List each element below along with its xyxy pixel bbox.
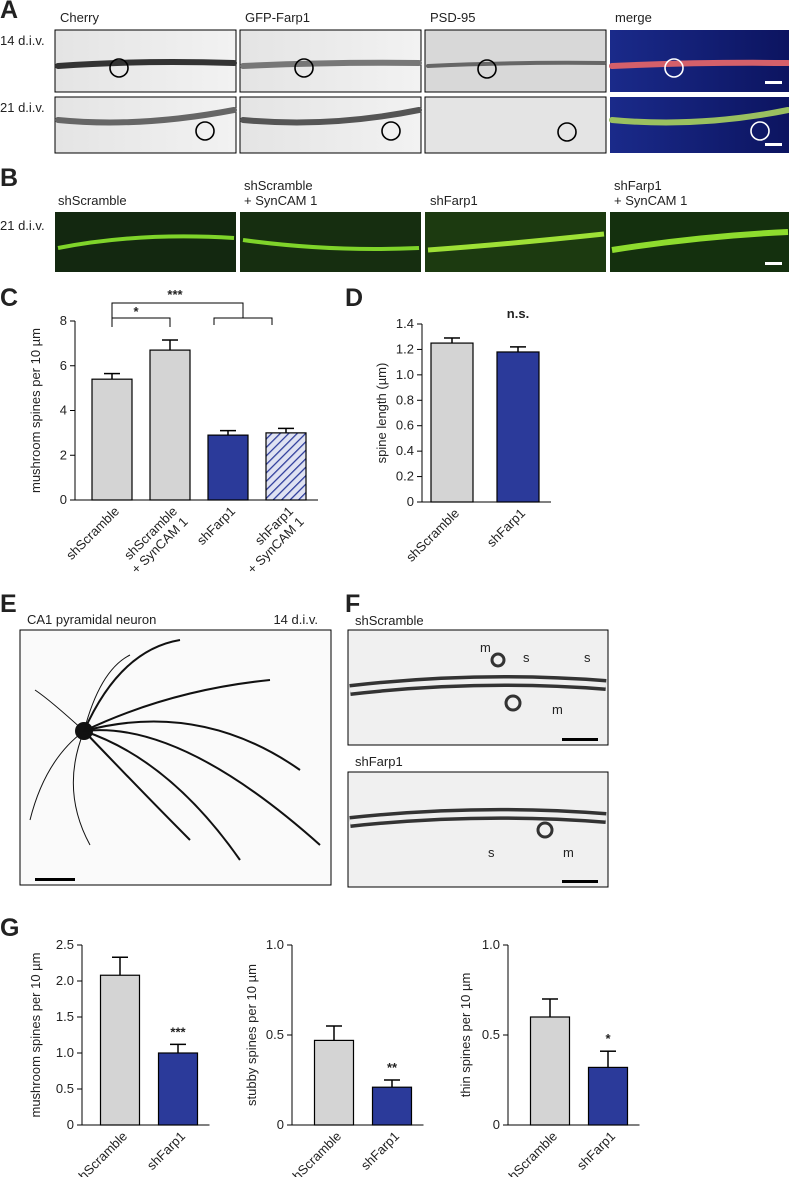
bar [313, 1039, 355, 1126]
roi-circles [109, 58, 770, 142]
image-age: 14 d.i.v. [273, 612, 318, 627]
spine-type: s [523, 650, 530, 665]
x-tick-label: shScramble [63, 504, 122, 563]
bar [587, 1066, 629, 1126]
y-tick-label: 0 [277, 1117, 284, 1132]
annotation: *** [170, 1024, 186, 1039]
neuron [29, 639, 321, 861]
y-tick-label: 0 [67, 1117, 74, 1132]
column-label: GFP-Farp1 [245, 10, 310, 25]
y-tick-label: 0.5 [56, 1081, 74, 1096]
panel-label: E [0, 590, 17, 618]
x-tick-label: shFarp1 [194, 504, 238, 548]
bar [371, 1086, 413, 1126]
x-tick-label: shFarp1 [144, 1129, 188, 1173]
y-tick-label: 1.0 [396, 367, 414, 382]
annotation: * [605, 1031, 611, 1046]
y-tick-label: 2.0 [56, 973, 74, 988]
y-tick-label: 4 [60, 403, 67, 418]
spine-type: s [584, 650, 591, 665]
panel-label: C [0, 284, 18, 312]
column-label: shFarp1 + SynCAM 1 [614, 178, 687, 208]
y-tick-label: 0.5 [266, 1027, 284, 1042]
y-tick-label: 0.2 [396, 469, 414, 484]
row-label: 14 d.i.v. [0, 33, 45, 48]
bar [265, 432, 307, 501]
y-axis-label: mushroom spines per 10 µm [28, 952, 43, 1117]
bar [91, 378, 133, 501]
spine-type: m [563, 845, 574, 860]
annotation: n.s. [507, 306, 529, 321]
y-tick-label: 0.8 [396, 392, 414, 407]
y-tick-label: 2.5 [56, 937, 74, 952]
y-axis-label: thin spines per 10 µm [458, 973, 473, 1098]
x-tick-label: shScramble [285, 1129, 344, 1177]
neuron-image [19, 629, 332, 886]
annotation: * [133, 304, 139, 319]
annotation: *** [167, 287, 183, 302]
bar [529, 1016, 571, 1126]
x-tick-label: shFarp1+ SynCAM 1 [234, 504, 307, 577]
micrograph-row [55, 212, 789, 272]
bar [149, 349, 191, 501]
column-label: shScramble + SynCAM 1 [244, 178, 317, 208]
bar [430, 342, 474, 503]
panel-label: B [0, 164, 18, 192]
bar [207, 434, 249, 501]
y-tick-label: 8 [60, 313, 67, 328]
y-axis-label: spine length (µm) [374, 363, 389, 464]
y-tick-label: 1.0 [56, 1045, 74, 1060]
spine-type: m [480, 640, 491, 655]
panel-label: D [345, 284, 363, 312]
x-tick-label: shFarp1 [358, 1129, 402, 1173]
column-label: Cherry [60, 10, 100, 25]
x-tick-label: shScramble+ SynCAM 1 [118, 504, 191, 577]
y-tick-label: 0.6 [396, 418, 414, 433]
annotation: ** [387, 1060, 398, 1075]
dendrites [55, 59, 789, 126]
x-tick-label: shFarp1 [484, 506, 528, 550]
panel-label: G [0, 914, 19, 942]
spine-type: s [488, 845, 495, 860]
column-label: shScramble [58, 193, 127, 208]
row-label: 21 d.i.v. [0, 218, 45, 233]
panel-label: A [0, 0, 18, 24]
x-tick-label: shFarp1 [574, 1129, 618, 1173]
y-tick-label: 2 [60, 447, 67, 462]
y-tick-label: 6 [60, 358, 67, 373]
bar [496, 351, 540, 503]
y-tick-label: 0.5 [482, 1027, 500, 1042]
image-title: shFarp1 [355, 754, 403, 769]
x-tick-label: shScramble [71, 1129, 130, 1177]
spine-type: m [552, 702, 563, 717]
x-tick-label: shScramble [501, 1129, 560, 1177]
x-tick-label: shScramble [403, 506, 462, 565]
significance-brackets [111, 302, 273, 327]
y-tick-label: 0 [60, 492, 67, 507]
images [19, 29, 789, 888]
row-label: 21 d.i.v. [0, 100, 45, 115]
image-title: shScramble [355, 613, 424, 628]
y-tick-label: 1.2 [396, 341, 414, 356]
column-label: PSD-95 [430, 10, 476, 25]
y-tick-label: 0 [493, 1117, 500, 1132]
bar [157, 1052, 199, 1126]
y-axis-label: mushroom spines per 10 µm [28, 328, 43, 493]
micrograph-row [54, 29, 789, 154]
image-title: CA1 pyramidal neuron [27, 612, 156, 627]
y-tick-label: 1.4 [396, 316, 414, 331]
column-label: shFarp1 [430, 193, 478, 208]
panel-label: F [345, 590, 360, 618]
bar [99, 974, 141, 1126]
y-axis-label: stubby spines per 10 µm [244, 964, 259, 1106]
y-tick-label: 0.4 [396, 443, 414, 458]
y-tick-label: 1.5 [56, 1009, 74, 1024]
y-tick-label: 1.0 [482, 937, 500, 952]
column-label: merge [615, 10, 652, 25]
y-tick-label: 1.0 [266, 937, 284, 952]
y-tick-label: 0 [407, 494, 414, 509]
